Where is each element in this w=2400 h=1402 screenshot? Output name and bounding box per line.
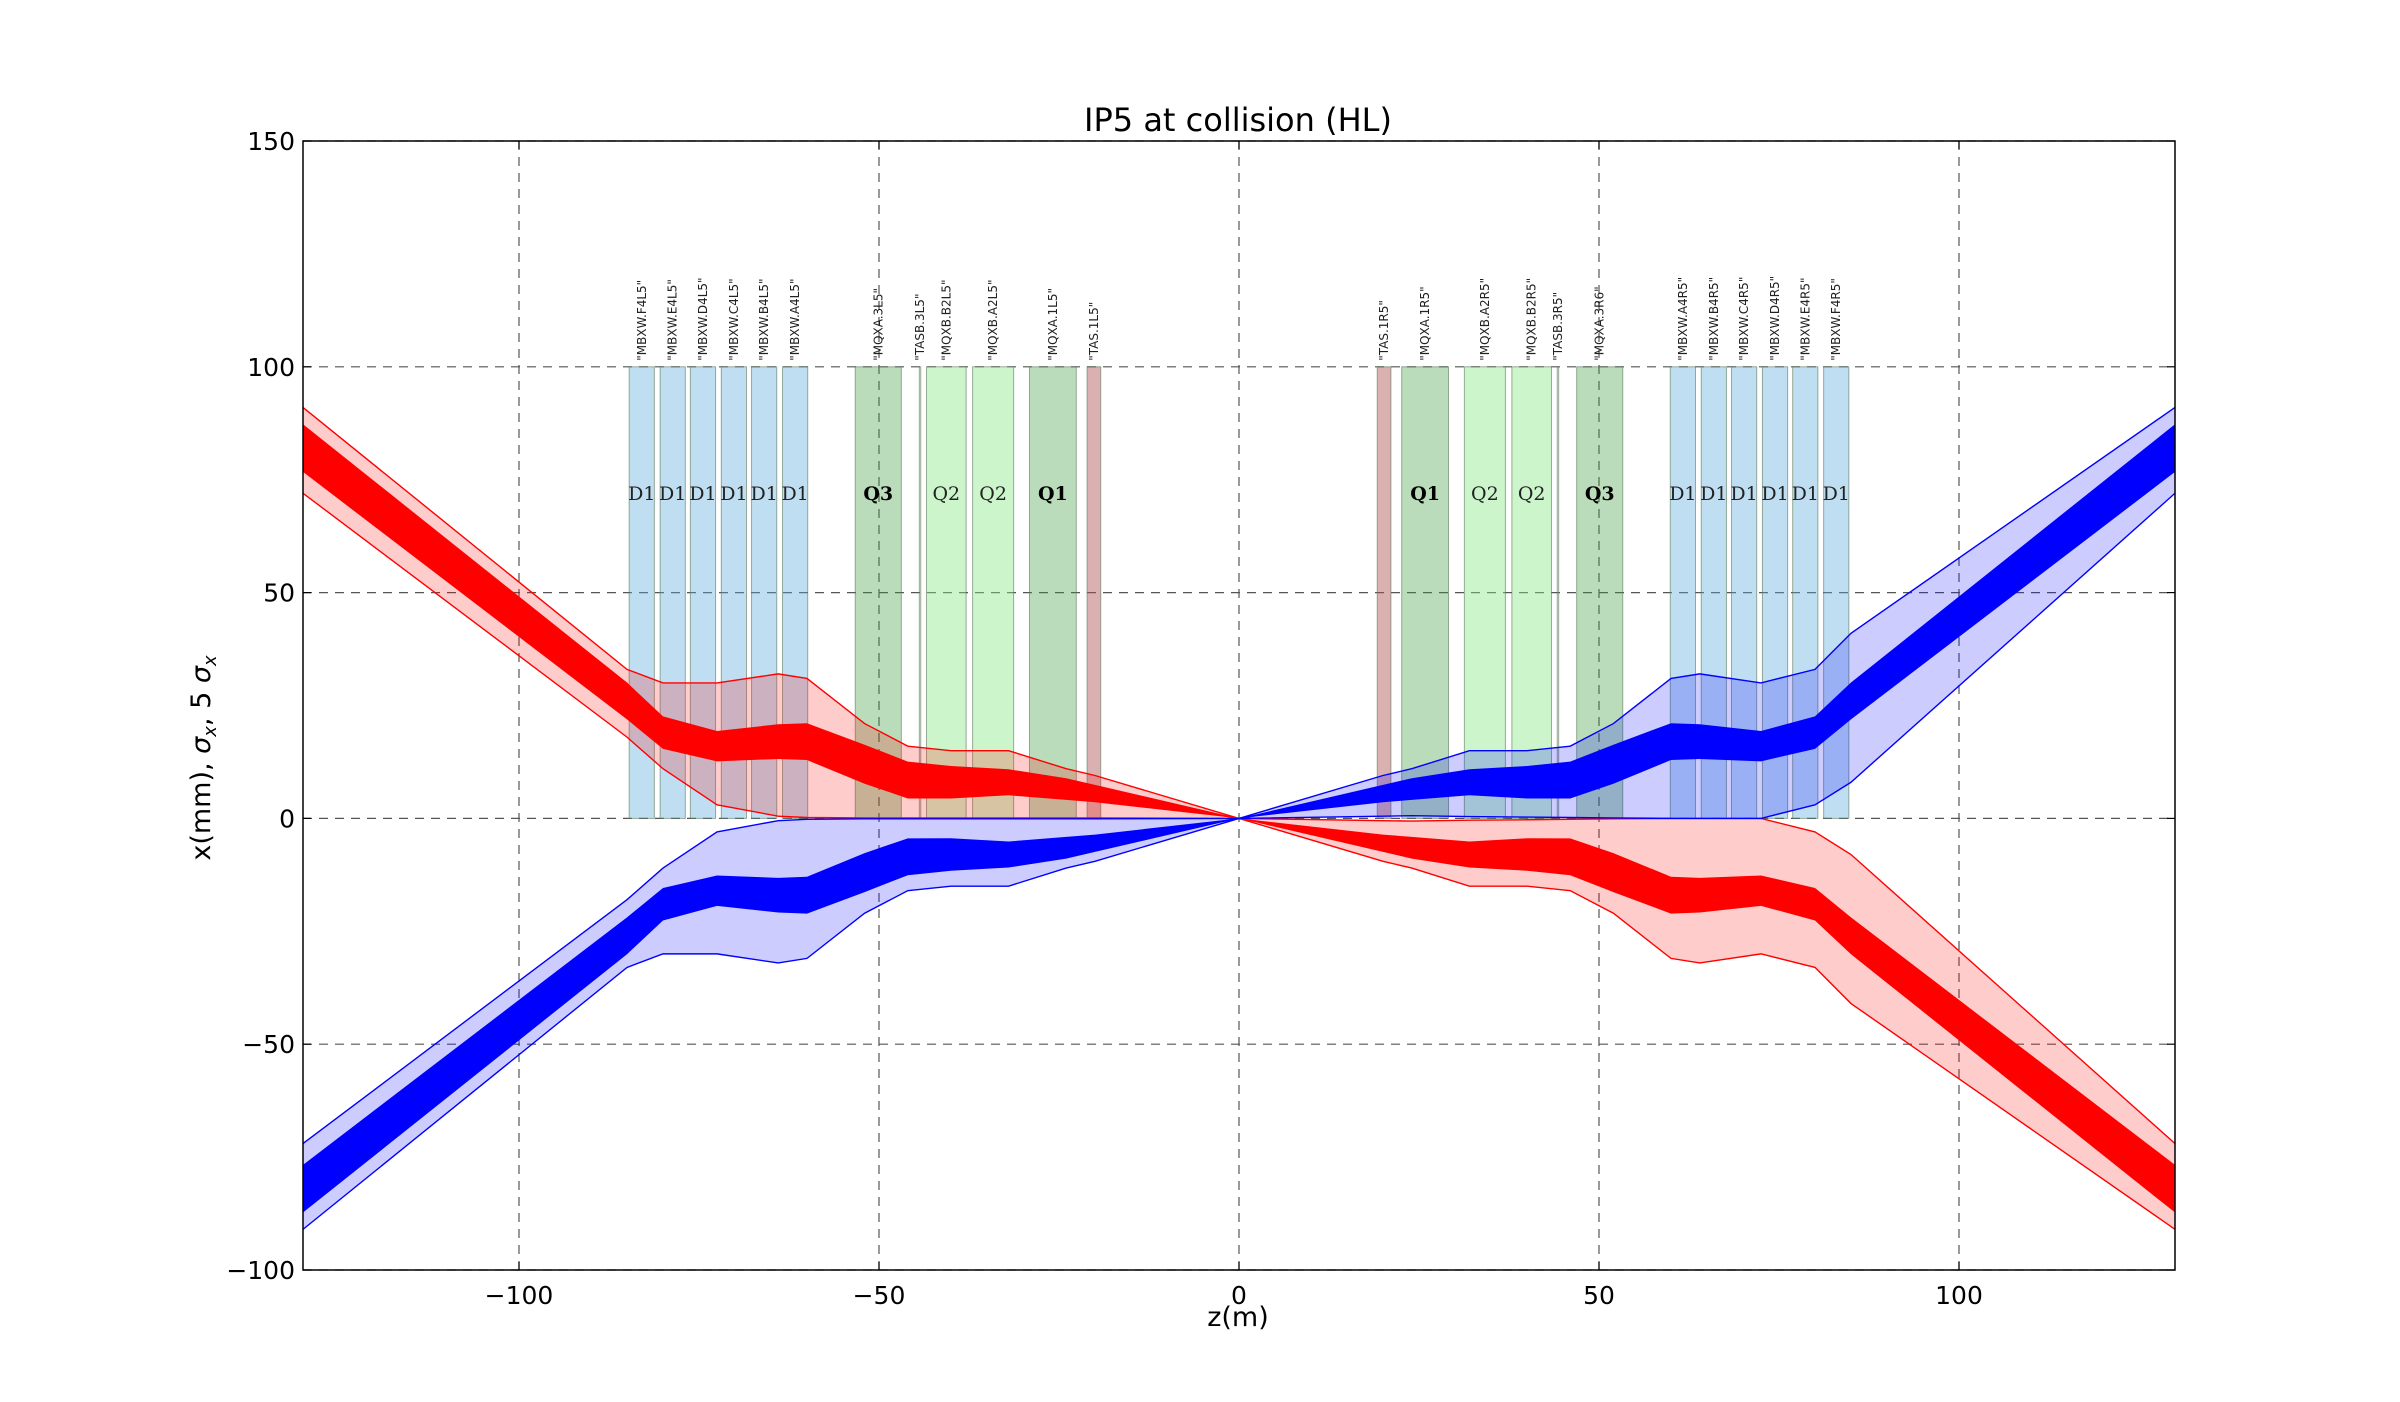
element-type-label: D1 (689, 483, 716, 505)
element-type-label: D1 (659, 483, 686, 505)
element-box (1576, 366, 1624, 819)
y-tick-label: −50 (242, 1030, 295, 1059)
element-box (926, 366, 967, 819)
element-type-label: Q2 (1471, 483, 1499, 505)
element-name-label: "MQXB.A2L5" (986, 280, 1000, 361)
y-axis-label: x(mm), σx, 5 σx (186, 655, 221, 861)
element-name-label: "MBXW.F4L5" (635, 280, 649, 361)
element-box (1028, 366, 1077, 819)
element-type-label: D1 (1792, 483, 1819, 505)
element-name-label: "MQXA.1L5" (1046, 288, 1060, 361)
element-type-label: Q1 (1410, 483, 1440, 505)
element-name-label: "TAS.1R5" (1377, 300, 1391, 361)
x-tick-label: −50 (853, 1281, 906, 1310)
element-name-label: "MBXW.E4R5" (1798, 277, 1812, 360)
element-name-label: "TAS.1L5" (1087, 302, 1101, 361)
x-tick-label: 50 (1583, 1281, 1615, 1310)
y-tick-label: 0 (279, 804, 295, 833)
element-name-label: "MBXW.E4L5" (666, 279, 680, 361)
element-box (1401, 366, 1450, 819)
element-box (854, 366, 902, 819)
element-name-label: "MBXW.A4R5" (1676, 277, 1690, 361)
element-type-label: Q2 (1518, 483, 1546, 505)
element-name-label: "MBXW.B4R5" (1707, 277, 1721, 361)
element-type-label: Q2 (932, 483, 960, 505)
beam-envelopes (303, 406, 2175, 1230)
element-name-label: "MBXW.A4L5" (788, 278, 802, 360)
x-tick-label: −100 (485, 1281, 554, 1310)
x-tick-label: 0 (1231, 1281, 1247, 1310)
y-tick-label: 150 (247, 127, 295, 156)
element-name-label: "MBXW.C4L5" (727, 278, 741, 360)
element-type-label: D1 (781, 483, 808, 505)
element-name-label: "MBXW.C4R5" (1737, 277, 1751, 361)
element-name-label: "MBXW.B4L5" (757, 278, 771, 360)
y-tick-label: 100 (247, 353, 295, 382)
element-name-label: "MQXA.3R6" (1593, 286, 1607, 360)
element-name-label: "MQXB.B2R5" (1525, 278, 1539, 361)
element-name-label: "MQXA.1R5" (1418, 286, 1432, 360)
chart-title: IP5 at collision (HL) (1084, 101, 1392, 139)
element-name-label: "MBXW.F4R5" (1829, 278, 1843, 361)
element-name-label: "TASB.3R5" (1551, 292, 1565, 361)
y-tick-label: 50 (263, 579, 295, 608)
element-type-label: Q2 (979, 483, 1007, 505)
element-type-label: D1 (1761, 483, 1788, 505)
element-name-label: "MQXB.B2L5" (939, 280, 953, 361)
element-box (1376, 366, 1392, 819)
element-type-label: D1 (1700, 483, 1727, 505)
element-box (1086, 366, 1102, 819)
element-name-label: "TASB.3L5" (913, 294, 927, 361)
element-type-label: D1 (1730, 483, 1757, 505)
beamline-elements: "MBXW.F4L5" D1 "MBXW.E4L5" D1 "MBXW.D4L5" D1 "… (628, 276, 1850, 819)
blue-orbit-line (303, 447, 2175, 1190)
element-type-label: Q3 (1585, 483, 1615, 505)
element-box (1511, 366, 1552, 819)
element-name-label: "MQXB.A2R5" (1478, 278, 1492, 361)
element-name-label: "MBXW.D4R5" (1768, 276, 1782, 361)
element-type-label: Q1 (1038, 483, 1068, 505)
element-box (972, 366, 1015, 819)
element-box (1556, 366, 1560, 819)
y-tick-label: −100 (226, 1256, 295, 1285)
element-name-label: "MBXW.D4L5" (696, 277, 710, 360)
element-type-label: D1 (720, 483, 747, 505)
x-axis-label: z(m) (1207, 1302, 1269, 1333)
element-box (1463, 366, 1506, 819)
element-type-label: Q3 (863, 483, 893, 505)
x-tick-label: 100 (1935, 1281, 1983, 1310)
element-name-label: "MQXA.3L5" (871, 288, 885, 361)
element-type-label: D1 (1669, 483, 1696, 505)
element-type-label: D1 (1823, 483, 1850, 505)
element-type-label: D1 (750, 483, 777, 505)
element-type-label: D1 (628, 483, 655, 505)
axis-ticks: −100 −50 0 50 100 −100 −50 0 50 100 150 (226, 127, 2175, 1310)
element-box (1823, 366, 1850, 819)
